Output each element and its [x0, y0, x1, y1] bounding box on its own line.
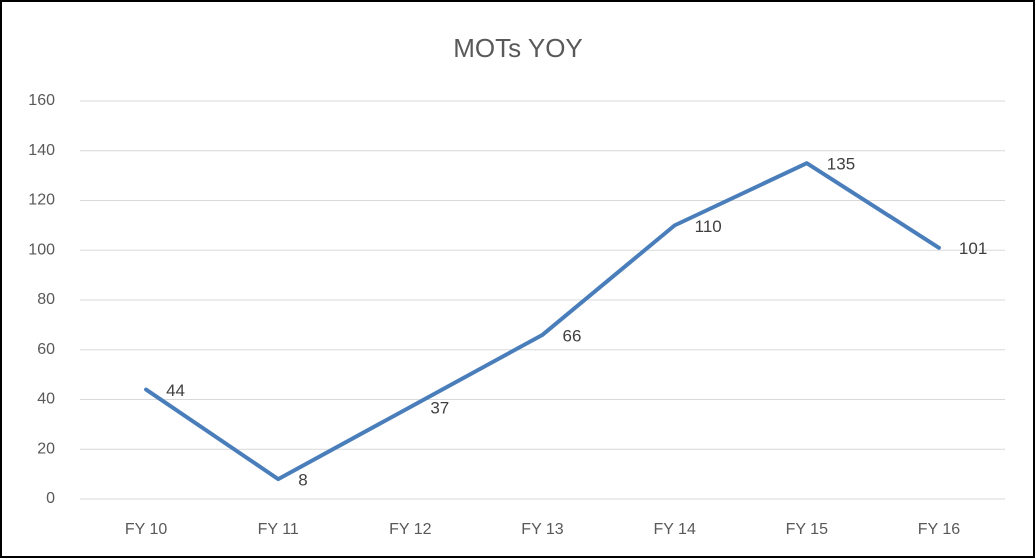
- data-label: 135: [827, 155, 855, 174]
- data-label: 44: [166, 381, 185, 400]
- y-tick-label: 120: [28, 192, 55, 209]
- data-label: 8: [298, 471, 307, 490]
- data-line: [144, 161, 941, 482]
- x-tick-label: FY 10: [125, 521, 168, 538]
- chart-title: MOTs YOY: [453, 33, 583, 63]
- y-tick-label: 40: [37, 391, 55, 408]
- x-tick-label: FY 14: [653, 521, 696, 538]
- y-tick-label: 140: [28, 142, 55, 159]
- x-tick-label: FY 15: [786, 521, 829, 538]
- y-tick-label: 60: [37, 341, 55, 358]
- y-tick-label: 20: [37, 440, 55, 457]
- x-tick-label: FY 11: [258, 521, 299, 538]
- y-tick-label: 0: [46, 490, 55, 507]
- data-label: 37: [430, 398, 449, 417]
- y-tick-label: 80: [37, 291, 55, 308]
- data-label: 110: [695, 217, 722, 236]
- x-tick-label: FY 13: [521, 521, 564, 538]
- x-tick-label: FY 12: [389, 521, 432, 538]
- data-label: 66: [563, 326, 582, 345]
- y-tick-label: 160: [28, 92, 55, 109]
- x-tick-label: FY 16: [918, 521, 961, 538]
- y-tick-label: 100: [28, 241, 55, 258]
- data-label: 101: [959, 239, 987, 258]
